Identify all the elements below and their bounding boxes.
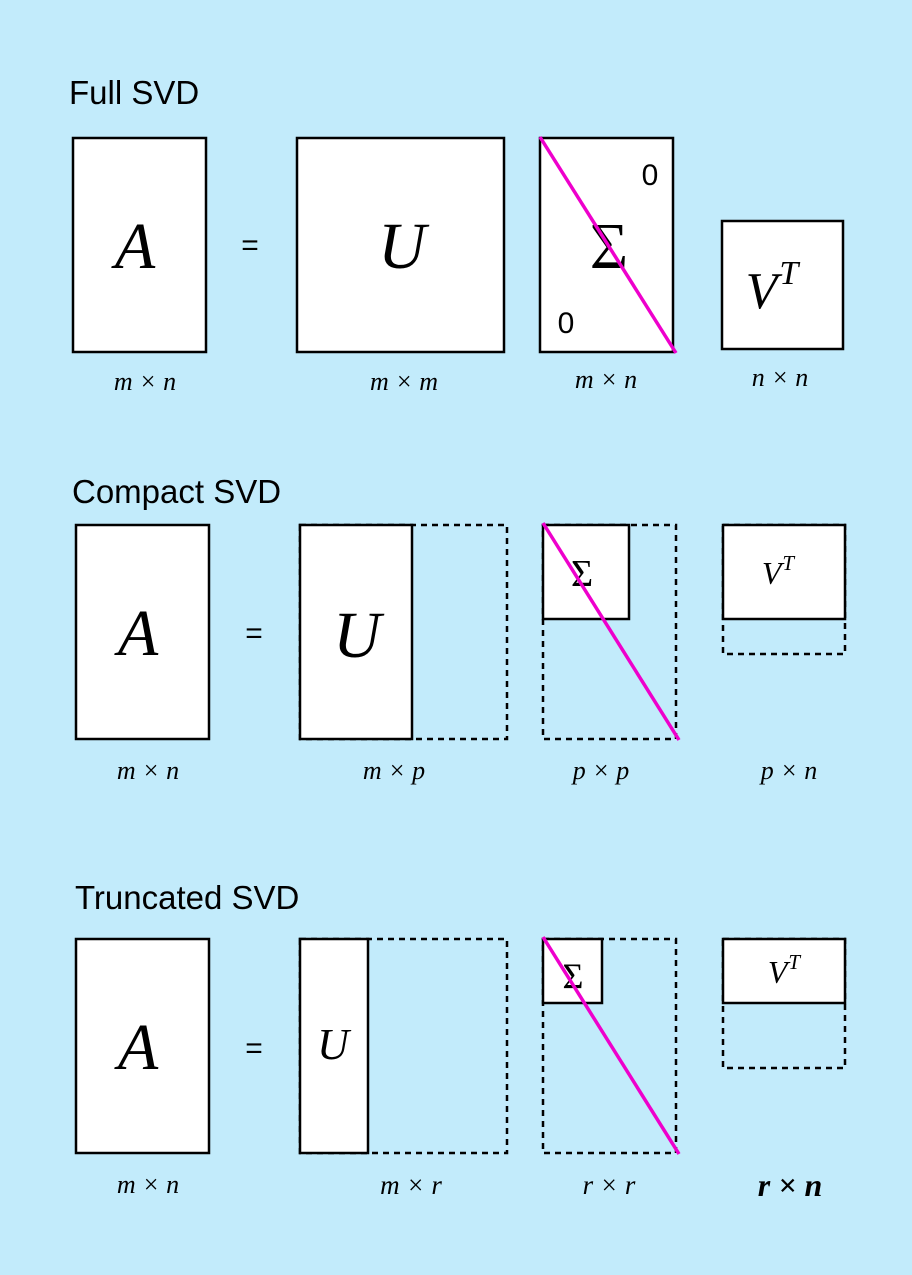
compact-u-dims: m × p (363, 756, 425, 785)
full-vt-symbol: VT (746, 255, 801, 320)
truncated-equals-sign: = (245, 1032, 263, 1065)
full-svd-title: Full SVD (69, 74, 200, 111)
compact-sigma-dims: p × p (571, 756, 630, 785)
truncated-svd-section: A m × n = U m × r Σ r × r VT r × n (74, 936, 847, 1203)
compact-equals-sign: = (245, 617, 263, 650)
compact-sigma-diagonal (541, 522, 681, 741)
full-sigma-diagonal (538, 136, 678, 354)
truncated-a-symbol: A (114, 1011, 159, 1084)
full-vt-dims: n × n (752, 363, 809, 392)
truncated-a-matrix (74, 937, 211, 1155)
full-vt-matrix (720, 219, 845, 351)
full-equals-sign: = (241, 229, 259, 262)
compact-a-matrix (74, 523, 211, 741)
compact-svd-section: A m × n = U m × p Σ p × p VT p × n (74, 522, 847, 785)
compact-u-symbol: U (333, 599, 385, 672)
truncated-vt-symbol: VT (768, 950, 802, 990)
compact-svd-title: Compact SVD (72, 473, 282, 510)
truncated-u-symbol: U (317, 1020, 352, 1069)
truncated-sigma-symbol: Σ (563, 956, 584, 996)
truncated-sigma-diagonal (541, 936, 681, 1155)
truncated-sigma-dims: r × r (583, 1170, 636, 1200)
full-a-symbol: A (111, 210, 156, 283)
truncated-vt-matrix (721, 937, 847, 1005)
full-sigma-dims: m × n (575, 365, 637, 394)
compact-vt-dims: p × n (759, 756, 818, 785)
truncated-u-dims: m × r (380, 1170, 442, 1200)
compact-sigma-symbol: Σ (571, 553, 593, 595)
truncated-sigma-full-outline (541, 937, 678, 1155)
compact-a-dims: m × n (117, 756, 179, 785)
truncated-u-full-outline (298, 937, 509, 1155)
full-sigma-zero-bottom: 0 (558, 307, 575, 340)
full-u-dims: m × m (370, 367, 438, 396)
truncated-sigma-matrix (541, 937, 604, 1005)
truncated-u-matrix (298, 937, 370, 1155)
full-a-matrix (71, 136, 208, 354)
full-sigma-zero-top: 0 (642, 159, 659, 192)
full-u-matrix (295, 136, 506, 354)
compact-a-symbol: A (114, 597, 159, 670)
compact-u-matrix (298, 523, 414, 741)
compact-vt-matrix (721, 523, 847, 621)
full-svd-section: A m × n = U m × m Σ 0 0 m × n VT n × n (71, 136, 845, 396)
truncated-vt-dims: r × n (758, 1167, 822, 1203)
truncated-svd-title: Truncated SVD (75, 879, 300, 916)
full-a-dims: m × n (114, 367, 176, 396)
compact-vt-symbol: VT (762, 551, 796, 591)
truncated-a-dims: m × n (117, 1170, 179, 1199)
compact-sigma-matrix (541, 523, 631, 621)
full-u-symbol: U (378, 210, 430, 283)
